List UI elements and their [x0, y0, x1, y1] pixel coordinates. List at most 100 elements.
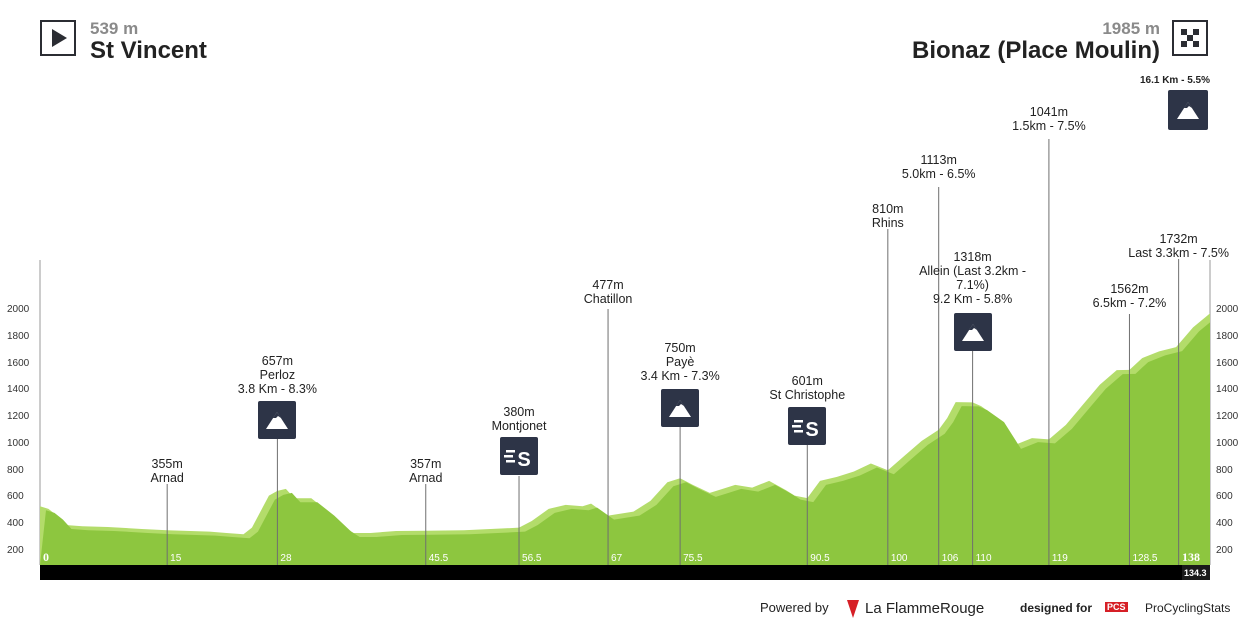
marker-label: 355m Arnad: [150, 457, 183, 485]
mountain-icon: [661, 389, 700, 427]
finish-elevation: 1985 m: [1102, 19, 1160, 38]
y-tick-label-left: 200: [7, 544, 24, 556]
x-tick-label: 90.5: [810, 553, 830, 564]
y-tick-label-right: 1800: [1216, 331, 1239, 343]
marker-label-line: 5.0km - 6.5%: [901, 167, 976, 181]
mountain-icon: [258, 401, 297, 439]
x-tick-label: 67: [611, 553, 623, 564]
marker-label: 750m Payè 3.4 Km - 7.3%: [640, 341, 719, 383]
x-tick-label: 138: [1182, 550, 1200, 564]
y-tick-label-right: 1200: [1216, 411, 1239, 423]
start-name: St Vincent: [90, 37, 207, 64]
marker-label-line: Chatillon: [583, 292, 633, 306]
x-tick-label: 128.5: [1132, 553, 1158, 564]
x-tick-label: 106: [941, 553, 959, 564]
y-tick-label-right: 2000: [1216, 304, 1239, 316]
pcs-badge: PCS: [1105, 602, 1128, 612]
flamme-rouge-brand: La FlammeRouge: [865, 600, 985, 617]
marker-label: 477m Chatillon: [584, 278, 633, 306]
marker-label-line: 1.5km - 7.5%: [1012, 119, 1086, 133]
y-tick-label-left: 1400: [7, 384, 30, 396]
y-tick-label-left: 1000: [7, 437, 30, 449]
final-climb-mountain-icon: [1168, 90, 1208, 130]
y-tick-label-right: 1400: [1216, 384, 1239, 396]
flamme-rouge-logo-icon: [845, 598, 861, 623]
marker-label-line: 6.5km - 7.2%: [1092, 296, 1167, 310]
marker-label: 357m Arnad: [409, 457, 442, 485]
marker-label: 380m Montjonet: [492, 405, 547, 433]
marker-label: 1113m 5.0km - 6.5%: [902, 153, 976, 181]
x-tick-label: 56.5: [522, 553, 542, 564]
finish-name: Bionaz (Place Moulin): [911, 37, 1160, 64]
y-tick-label-left: 400: [7, 517, 24, 529]
profile-area: [40, 322, 1210, 565]
y-tick-label-left: 800: [7, 464, 24, 476]
marker-label-line: 477m: [592, 278, 624, 292]
marker-label-line: Allein (Last 3.2km - 7.1%): [919, 264, 1027, 292]
marker-label-line: 380m: [503, 405, 535, 419]
designed-for-text: designed for: [1020, 601, 1093, 615]
y-tick-label-left: 1200: [7, 411, 30, 423]
marker-label-line: Arnad: [409, 471, 443, 485]
marker-label-line: 3.4 Km - 7.3%: [640, 369, 720, 383]
y-tick-label-right: 800: [1216, 464, 1233, 476]
marker-label-line: 1562m: [1110, 282, 1149, 296]
marker-label-line: Payè: [665, 355, 695, 369]
final-climb-label: 16.1 Km - 5.5%: [1139, 75, 1210, 86]
mountain-icon: [953, 313, 992, 351]
marker-label: 1562m 6.5km - 7.2%: [1093, 282, 1167, 310]
marker-label-line: 1732m: [1159, 232, 1198, 246]
marker-label-line: 601m: [791, 374, 823, 388]
y-tick-label-left: 600: [7, 491, 24, 503]
distance-total-label: 134.3: [1184, 568, 1207, 578]
start-icon: [40, 20, 76, 56]
finish-flag-icon: [1172, 20, 1208, 56]
pcs-text: ProCyclingStats: [1145, 601, 1231, 615]
marker-label-line: 750m: [664, 341, 696, 355]
y-tick-label-left: 1600: [7, 357, 30, 369]
marker-label-line: 3.8 Km - 8.3%: [237, 382, 317, 396]
marker-label-line: 1113m: [920, 153, 957, 167]
marker-label-line: Perloz: [259, 368, 296, 382]
marker-label: 601m St Christophe: [769, 374, 845, 402]
marker-label-line: 810m: [872, 202, 904, 216]
y-tick-label-right: 1600: [1216, 357, 1239, 369]
marker-label-line: Last 3.3km - 7.5%: [1128, 246, 1229, 260]
powered-by-text: Powered by: [760, 600, 829, 615]
marker-label-line: 9.2 Km - 5.8%: [932, 292, 1013, 306]
marker-label-line: 657m: [261, 354, 294, 368]
marker-label-line: Arnad: [150, 471, 184, 485]
y-tick-label-right: 600: [1216, 491, 1233, 503]
marker-label: 1318m Allein (Last 3.2km - 7.1%) 9.2 Km - …: [913, 250, 1033, 306]
y-tick-label-right: 1000: [1216, 437, 1239, 449]
x-tick-label: 15: [170, 553, 182, 564]
start-elevation: 539 m: [90, 19, 139, 38]
marker-label-line: 1041m: [1029, 105, 1069, 119]
marker-label: 657m Perloz 3.8 Km - 8.3%: [238, 354, 317, 396]
x-tick-label: 100: [890, 553, 908, 564]
distance-bar-end: [1182, 565, 1210, 580]
x-tick-label: 0: [43, 550, 49, 564]
x-tick-label: 119: [1051, 553, 1068, 564]
marker-label: 1041m 1.5km - 7.5%: [1012, 105, 1086, 133]
x-tick-label: 45.5: [428, 553, 449, 564]
marker-label: 1732m Last 3.3km - 7.5%: [1128, 232, 1229, 260]
svg-text:S: S: [517, 449, 530, 471]
marker-label-line: 355m: [151, 457, 183, 471]
marker-label-line: St Christophe: [769, 388, 846, 402]
y-tick-label-right: 200: [1216, 544, 1233, 556]
x-tick-label: 110: [975, 553, 992, 564]
y-tick-label-left: 1800: [7, 331, 30, 343]
marker-label: 810m Rhins: [872, 202, 904, 230]
distance-bar: [40, 565, 1210, 580]
x-tick-label: 75.5: [683, 553, 703, 564]
marker-label-line: Rhins: [871, 216, 904, 230]
svg-text:S: S: [806, 419, 819, 441]
sprint-icon: S: [500, 437, 539, 475]
marker-label-line: 357m: [410, 457, 442, 471]
x-tick-label: 28: [280, 553, 292, 564]
marker-label-line: Montjonet: [491, 419, 547, 433]
sprint-icon: S: [788, 407, 827, 445]
